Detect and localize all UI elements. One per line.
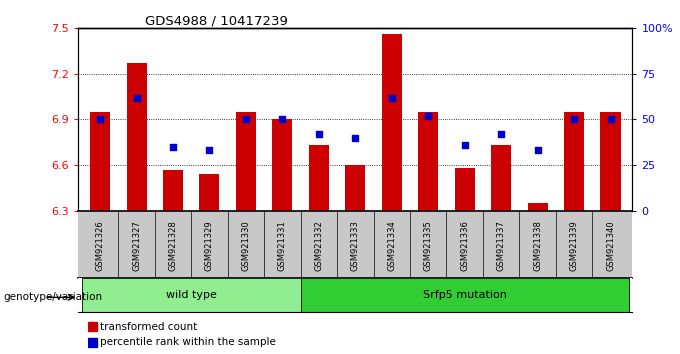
Bar (126, 63, 147, 211)
Text: Srfp5 mutation: Srfp5 mutation (423, 290, 507, 300)
Bar (82, 278, 301, 312)
Text: GSM921334: GSM921334 (388, 220, 396, 271)
Bar (236, 112, 256, 211)
Bar (528, 203, 547, 211)
Text: GSM921332: GSM921332 (314, 220, 323, 271)
Bar (309, 145, 329, 211)
Text: GSM921338: GSM921338 (533, 220, 542, 271)
Bar (418, 112, 438, 211)
Bar (88, 338, 97, 347)
Text: genotype/variation: genotype/variation (3, 292, 103, 302)
Text: GSM921333: GSM921333 (351, 220, 360, 271)
Text: GSM921329: GSM921329 (205, 220, 214, 271)
Point (313, 131, 324, 137)
Bar (273, 119, 292, 211)
Text: GSM921328: GSM921328 (169, 220, 177, 271)
Bar (88, 322, 97, 331)
Text: GSM921336: GSM921336 (460, 220, 469, 271)
Point (95, 116, 105, 122)
Point (350, 135, 360, 141)
Point (496, 131, 507, 137)
Text: GSM921337: GSM921337 (496, 220, 506, 271)
Text: GDS4988 / 10417239: GDS4988 / 10417239 (145, 14, 288, 27)
Bar (600, 112, 621, 211)
Text: GSM921330: GSM921330 (241, 220, 250, 271)
Text: GSM921339: GSM921339 (570, 220, 579, 271)
Point (386, 95, 397, 101)
Point (131, 95, 142, 101)
Bar (345, 165, 365, 211)
Bar (381, 34, 402, 211)
Text: transformed count: transformed count (101, 321, 198, 332)
Point (605, 116, 616, 122)
Text: GSM921327: GSM921327 (132, 220, 141, 271)
Point (532, 148, 543, 153)
Point (204, 148, 215, 153)
Point (277, 116, 288, 122)
Point (167, 144, 178, 150)
Text: GSM921331: GSM921331 (278, 220, 287, 271)
Point (568, 116, 579, 122)
Bar (455, 168, 475, 211)
Bar (301, 278, 629, 312)
Point (241, 116, 252, 122)
Bar (90, 112, 110, 211)
Text: GSM921326: GSM921326 (96, 220, 105, 271)
Bar (163, 170, 183, 211)
Text: percentile rank within the sample: percentile rank within the sample (101, 337, 276, 348)
Point (423, 113, 434, 119)
Text: wild type: wild type (166, 290, 217, 300)
Text: GSM921340: GSM921340 (606, 220, 615, 271)
Point (459, 142, 470, 148)
Bar (491, 145, 511, 211)
Bar (199, 174, 220, 211)
Text: GSM921335: GSM921335 (424, 220, 432, 271)
Bar (564, 112, 584, 211)
